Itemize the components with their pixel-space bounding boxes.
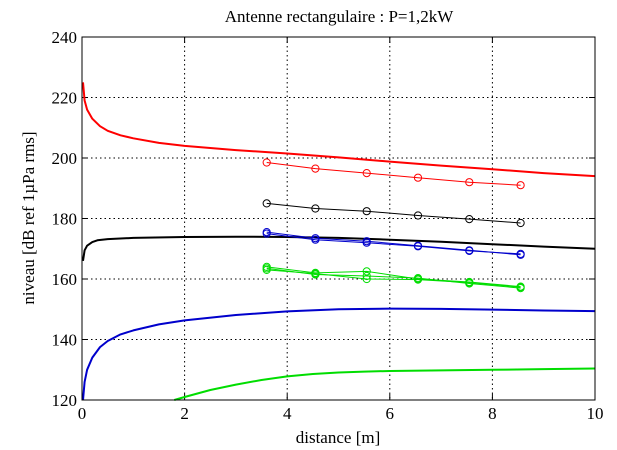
- plot-frame: [81, 36, 596, 401]
- x-tick-label: 8: [488, 404, 497, 423]
- measurement-point: [311, 204, 320, 213]
- measurement-point: [362, 274, 371, 284]
- x-axis-label: distance [m]: [296, 428, 381, 447]
- tick-labels: 0 2 4 6 8 10 120 140 160 180 200 220 240: [52, 28, 604, 423]
- measurement-point: [516, 181, 525, 190]
- x-tick-label: 2: [180, 404, 189, 423]
- grid: [82, 37, 595, 400]
- measurements: [262, 158, 525, 293]
- ticks: [81, 36, 596, 401]
- measurement-point: [262, 265, 271, 274]
- model-curve: [82, 82, 596, 178]
- measurement-point: [465, 178, 474, 187]
- curves: [82, 82, 596, 401]
- measurement-line: [266, 202, 521, 224]
- measurement-point: [362, 271, 371, 281]
- measurement-point: [413, 242, 423, 251]
- measurement-point: [311, 235, 320, 244]
- model-curve: [174, 367, 596, 401]
- measurement-line: [266, 233, 521, 255]
- model-curve: [82, 235, 596, 262]
- y-tick-label: 140: [52, 331, 78, 350]
- measurement-point: [362, 238, 371, 247]
- measurement-point: [516, 249, 525, 258]
- measurement-point: [311, 164, 320, 173]
- measurement-point: [413, 275, 423, 284]
- measurement-point: [262, 158, 271, 167]
- measurement-line: [266, 266, 521, 288]
- measurement-point: [413, 173, 423, 182]
- measurement-point: [413, 211, 423, 220]
- chart-title: Antenne rectangulaire : P=1,2kW: [225, 7, 455, 26]
- measurement-point: [516, 218, 525, 228]
- measurement-point: [262, 229, 271, 238]
- measurement-point: [362, 207, 371, 216]
- y-axis-label: niveau [dB ref 1µPa rms]: [19, 131, 38, 304]
- model-curve: [82, 307, 596, 401]
- measurement-point: [311, 269, 320, 278]
- x-tick-label: 10: [587, 404, 604, 423]
- measurement-line: [266, 162, 521, 186]
- y-tick-label: 160: [52, 270, 78, 289]
- x-tick-label: 6: [386, 404, 395, 423]
- y-tick-label: 200: [52, 149, 78, 168]
- measurement-line: [266, 269, 521, 288]
- y-tick-label: 220: [52, 89, 78, 108]
- y-tick-label: 240: [52, 28, 78, 47]
- measurement-point: [465, 246, 474, 255]
- y-tick-label: 180: [52, 210, 78, 229]
- x-tick-label: 0: [78, 404, 87, 423]
- measurement-point: [516, 283, 525, 292]
- measurement-point: [465, 215, 474, 224]
- y-tick-label: 120: [52, 391, 78, 410]
- measurement-point: [465, 278, 474, 287]
- measurement-point: [362, 169, 371, 178]
- measurement-point: [262, 199, 271, 208]
- x-tick-label: 4: [283, 404, 292, 423]
